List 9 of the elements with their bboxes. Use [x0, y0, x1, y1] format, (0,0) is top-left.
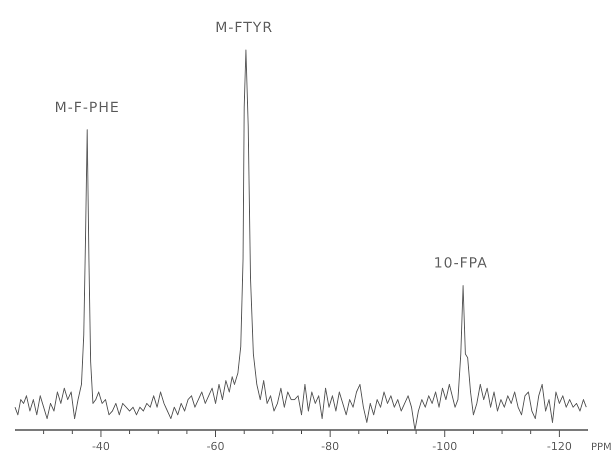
annotation: 10-FPA [434, 256, 488, 272]
x-tick-label: -80 [321, 440, 340, 453]
x-tick-label: -40 [92, 440, 110, 453]
x-tick-label: -60 [206, 440, 225, 453]
annotation: M-F-PHE [54, 100, 120, 116]
x-tick-label: -100 [432, 440, 458, 453]
x-tick-label: -120 [546, 440, 572, 453]
annotation: M-FTYR [215, 20, 274, 36]
x-axis-title: PPM [591, 442, 612, 453]
